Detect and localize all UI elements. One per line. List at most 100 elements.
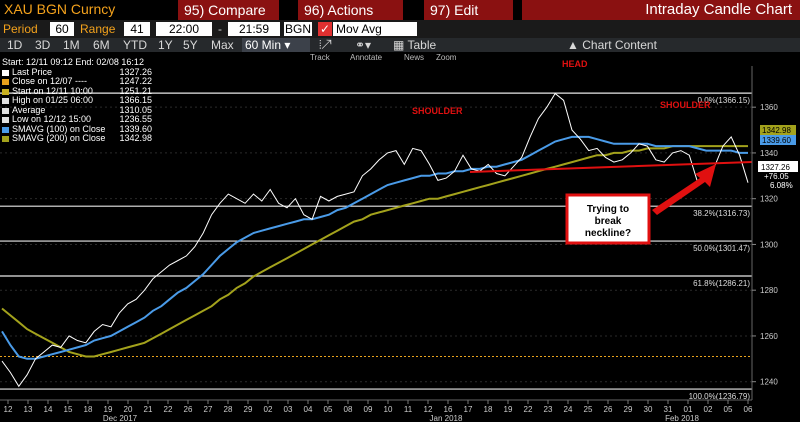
chart-content-icon: ▲ (567, 38, 579, 52)
x-tick-label: 11 (404, 405, 413, 414)
plot-background (0, 52, 800, 422)
shoulder-left-label: SHOULDER (412, 106, 463, 116)
table-icon: ▦ (393, 38, 405, 52)
edit-menu-button[interactable]: 97) Edit (424, 0, 514, 20)
tf-ytd[interactable]: YTD (123, 38, 147, 52)
change-pct-text: 6.08% (770, 181, 793, 190)
callout-line: Trying to (587, 204, 629, 215)
fib-label: 100.0%(1236.79) (689, 392, 751, 401)
y-tick-label: 1340 (760, 149, 778, 158)
legend-item: Last Price 1327.26 (2, 67, 152, 78)
tf-5y[interactable]: 5Y (183, 38, 198, 52)
y-tick-label: 1240 (760, 378, 778, 387)
price-chart[interactable]: Track Annotate News Zoom 0.0%(1366.15) 38… (0, 52, 800, 422)
line-chart-icon[interactable]: ⦙↗ (319, 38, 332, 52)
fib-label: 50.0%(1301.47) (693, 244, 750, 253)
x-tick-label: 28 (224, 405, 233, 414)
legend-swatch (2, 107, 9, 114)
y-tick-label: 1260 (760, 332, 778, 341)
x-tick-label: 09 (364, 405, 373, 414)
x-tick-label: 16 (444, 405, 453, 414)
study-checkbox-icon[interactable]: ✓ (318, 22, 332, 36)
chevron-down-icon: ▾ (284, 38, 291, 52)
zoom-tool[interactable]: Zoom (436, 53, 457, 62)
x-tick-label: 26 (184, 405, 193, 414)
x-tick-label: 22 (524, 405, 533, 414)
tf-1d[interactable]: 1D (7, 38, 23, 52)
x-tick-label: 13 (24, 405, 33, 414)
compare-menu-button[interactable]: 95) Compare (178, 0, 280, 20)
tf-1y[interactable]: 1Y (158, 38, 173, 52)
legend-value: 1247.22 (119, 76, 152, 86)
interval-select[interactable]: 60 Min ▾ (242, 38, 310, 52)
legend-label: Start on 12/11 10:00 (12, 85, 93, 96)
price-line (1, 92, 749, 388)
legend-item: Low on 12/12 15:00 1236.55 (2, 114, 152, 125)
x-tick-label: 02 (704, 405, 713, 414)
legend-swatch (2, 136, 9, 142)
legend-value: 1310.05 (119, 104, 152, 115)
y-tick-label: 1300 (760, 240, 778, 249)
legend-value: 1236.55 (119, 114, 152, 124)
change-text: +76.05 (764, 172, 789, 181)
x-tick-label: 06 (744, 405, 753, 414)
period-field[interactable]: 60 (50, 22, 74, 36)
x-tick-label: 08 (344, 405, 353, 414)
x-tick-label: 21 (144, 405, 153, 414)
x-tick-label: 12 (424, 405, 433, 414)
legend-value: 1339.60 (119, 123, 152, 134)
legend-swatch (2, 98, 9, 104)
tf-3d[interactable]: 3D (35, 38, 51, 52)
legend-swatch (2, 88, 9, 95)
fib-label: 0.0%(1366.15) (698, 96, 751, 105)
chart-content-button[interactable]: ▲ Chart Content (564, 38, 660, 52)
x-month-label: Dec 2017 (103, 414, 138, 422)
x-tick-label: 26 (604, 405, 613, 414)
tf-1m[interactable]: 1M (63, 38, 80, 52)
actions-menu-button[interactable]: 96) Actions (298, 0, 404, 20)
annotate-tool[interactable]: Annotate (350, 53, 383, 62)
study-field[interactable]: Mov Avg (333, 22, 417, 36)
time-dash: - (218, 22, 222, 36)
ticker-field[interactable]: XAU BGN Curncy (2, 1, 118, 18)
fib-label: 38.2%(1316.73) (693, 209, 750, 218)
neckline-line (469, 161, 753, 173)
range-field[interactable]: 41 (124, 22, 150, 36)
x-tick-label: 04 (304, 405, 313, 414)
legend-label: High on 01/25 06:00 (12, 95, 94, 105)
x-tick-label: 01 (684, 405, 693, 414)
legend-swatch (2, 126, 9, 133)
table-button[interactable]: ▦ Table (390, 38, 439, 52)
x-month-label: Jan 2018 (430, 414, 463, 422)
start-time-field[interactable]: 22:00 (156, 22, 212, 36)
chart-content-label: Chart Content (582, 38, 657, 52)
x-tick-label: 22 (164, 405, 173, 414)
chart-style-icon[interactable]: ⚭▾ (355, 38, 372, 52)
x-month-label: Feb 2018 (665, 414, 699, 422)
legend-swatch (2, 117, 9, 123)
settings-bar: Period 60 Range 41 22:00 - 21:59 BGN ✓ M… (0, 20, 800, 38)
last-price-tag (758, 161, 798, 172)
x-tick-label: 29 (244, 405, 253, 414)
sma100-tag (760, 135, 796, 145)
grid (0, 106, 752, 383)
tf-6m[interactable]: 6M (93, 38, 110, 52)
legend-swatch (2, 79, 9, 85)
x-tick-label: 18 (84, 405, 93, 414)
tf-max[interactable]: Max (211, 38, 234, 52)
source-field[interactable]: BGN (284, 22, 312, 36)
sma200-tag (760, 125, 796, 135)
fib-label: 61.8%(1286.21) (693, 279, 750, 288)
legend-label: Average (12, 104, 46, 115)
legend-swatch (2, 69, 9, 76)
end-time-field[interactable]: 21:59 (228, 22, 280, 36)
news-tool[interactable]: News (404, 53, 424, 62)
period-label: Period (3, 22, 38, 36)
x-tick-label: 03 (284, 405, 293, 414)
x-tick-label: 31 (664, 405, 673, 414)
x-tick-label: 17 (464, 405, 473, 414)
track-tool[interactable]: Track (310, 53, 331, 62)
legend-value: 1342.98 (119, 133, 152, 143)
legend-item: High on 01/25 06:00 1366.15 (2, 95, 152, 106)
x-tick-label: 23 (544, 405, 553, 414)
